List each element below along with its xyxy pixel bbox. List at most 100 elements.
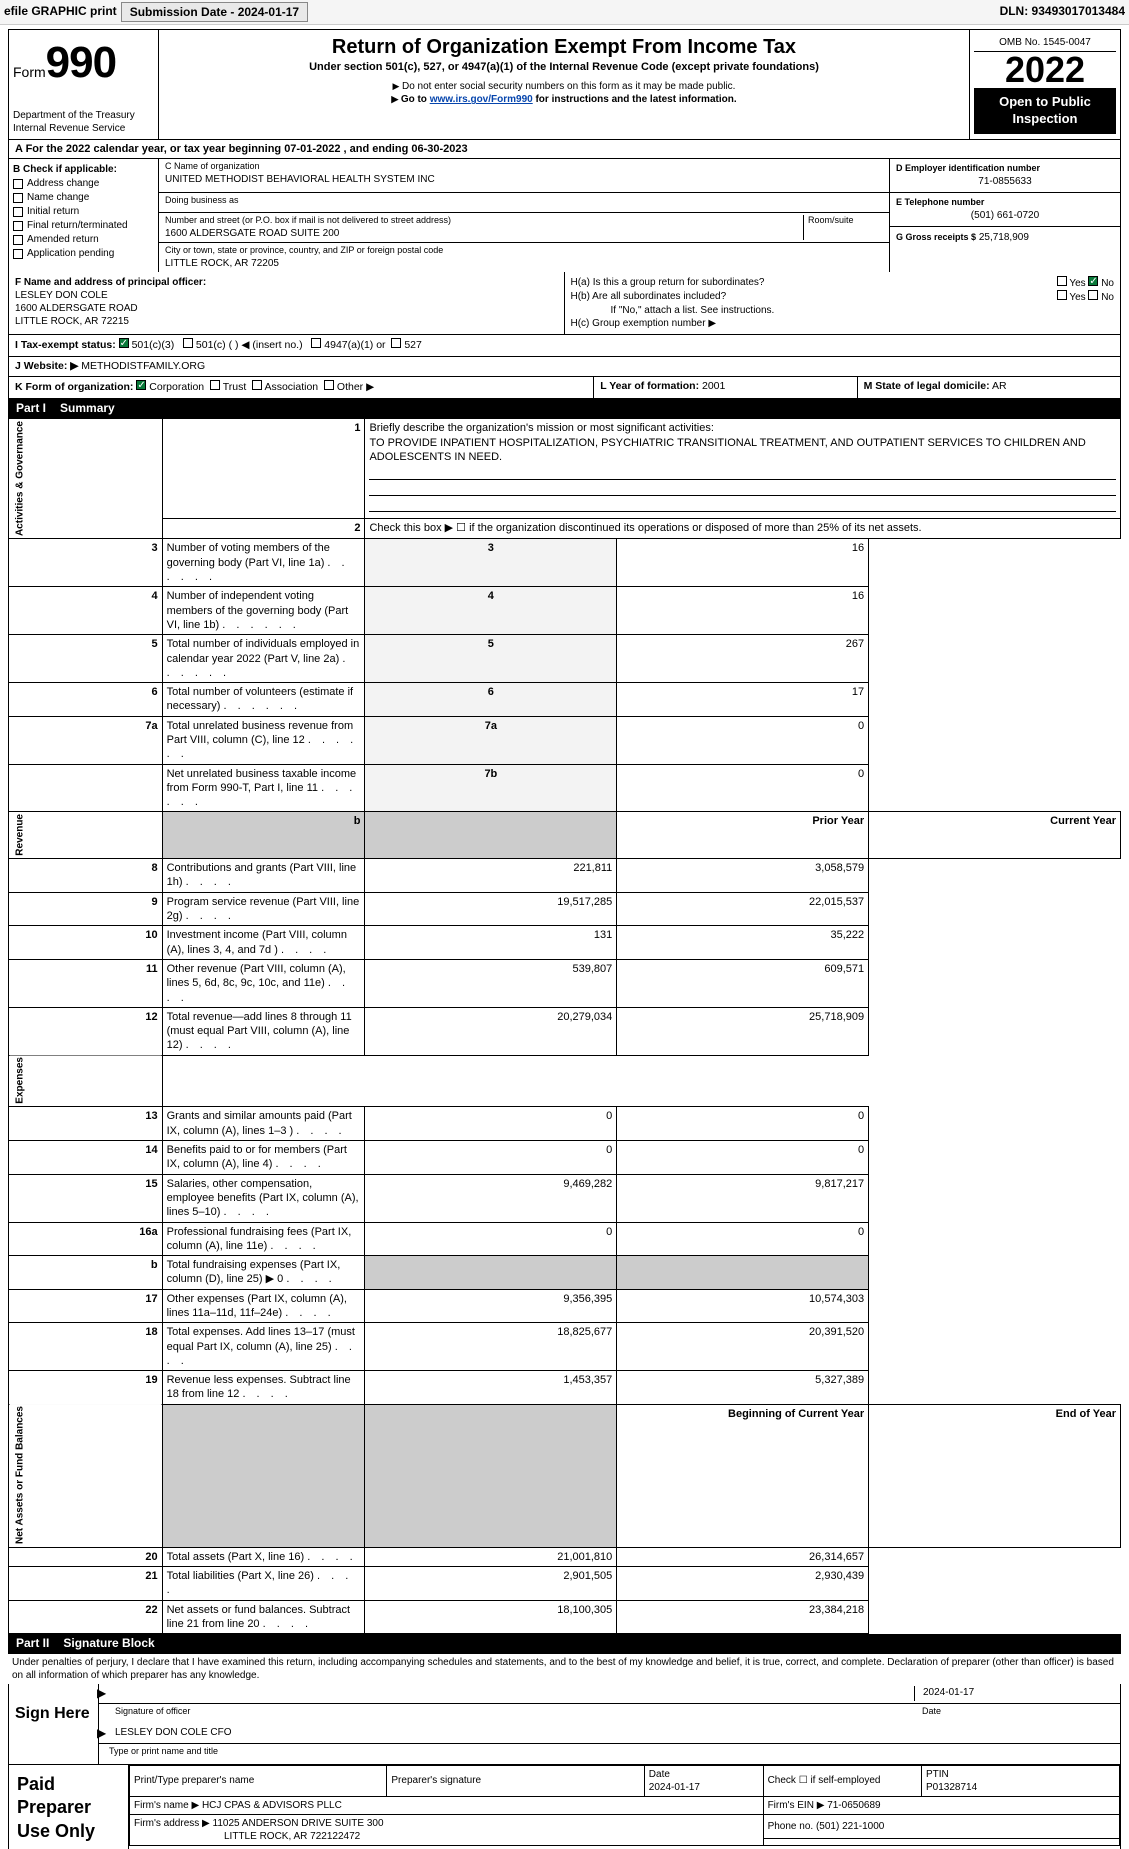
jurat-text: Under penalties of perjury, I declare th… <box>8 1654 1121 1684</box>
firm-phone: (501) 221-1000 <box>816 1821 884 1832</box>
527-checkbox[interactable] <box>391 338 401 348</box>
corp-checkbox[interactable] <box>136 380 146 390</box>
other-checkbox[interactable] <box>324 380 334 390</box>
city-label: City or town, state or province, country… <box>165 245 883 257</box>
form-header: Form990 Department of the Treasury Inter… <box>8 29 1121 140</box>
q1-label: Briefly describe the organization's miss… <box>369 422 713 434</box>
prep-date-header: Date <box>649 1769 670 1780</box>
form-subtitle: Under section 501(c), 527, or 4947(a)(1)… <box>163 60 965 74</box>
sig-date-label: Date <box>914 1706 1114 1722</box>
firm-addr2: LITTLE ROCK, AR 722122472 <box>134 1831 360 1842</box>
check-b-checkbox[interactable] <box>13 249 23 259</box>
revenue-label: Revenue <box>9 812 163 859</box>
part2-title: Signature Block <box>63 1636 154 1652</box>
ha-yes-checkbox[interactable] <box>1057 276 1067 286</box>
check-b-checkbox[interactable] <box>13 179 23 189</box>
firm-phone-label: Phone no. <box>768 1821 814 1832</box>
ein-value: 71-0855633 <box>896 175 1114 188</box>
city-value: LITTLE ROCK, AR 72205 <box>165 257 883 270</box>
k-label: K Form of organization: <box>15 381 133 393</box>
4947-checkbox[interactable] <box>311 338 321 348</box>
sig-officer-label: Signature of officer <box>105 1706 914 1722</box>
check-b-item: Name change <box>27 191 89 204</box>
check-b-item: Final return/terminated <box>27 219 128 232</box>
type-name-label: Type or print name and title <box>99 1744 1120 1764</box>
hb-label: H(b) Are all subordinates included? <box>571 290 727 303</box>
check-b-checkbox[interactable] <box>13 207 23 217</box>
form-number: 990 <box>46 38 116 87</box>
gross-label: G Gross receipts $ <box>896 232 976 242</box>
submission-date-button[interactable]: Submission Date - 2024-01-17 <box>121 2 308 22</box>
check-b-checkbox[interactable] <box>13 193 23 203</box>
m-value: AR <box>992 380 1007 392</box>
firm-addr-label: Firm's address ▶ <box>134 1818 210 1829</box>
street-value: 1600 ALDERSGATE ROAD SUITE 200 <box>165 227 803 240</box>
k-corp: Corporation <box>149 381 204 393</box>
netassets-label: Net Assets or Fund Balances <box>9 1404 163 1547</box>
l-value: 2001 <box>702 380 725 392</box>
hb-no-checkbox[interactable] <box>1088 290 1098 300</box>
sign-here-label: Sign Here <box>9 1684 99 1764</box>
calendar-year-line: A For the 2022 calendar year, or tax yea… <box>8 140 1121 159</box>
signature-block: Sign Here 2024-01-17 Signature of office… <box>8 1684 1121 1849</box>
street-label: Number and street (or P.O. box if mail i… <box>165 215 803 227</box>
ha-no: No <box>1101 278 1114 289</box>
j-label: J Website: ▶ <box>15 360 78 372</box>
dba-label: Doing business as <box>165 195 883 207</box>
ein-label: D Employer identification number <box>896 163 1114 175</box>
check-b-checkbox[interactable] <box>13 221 23 231</box>
part2-header: Part II Signature Block <box>8 1634 1121 1654</box>
hb-yes: Yes <box>1069 292 1085 303</box>
check-b-item: Initial return <box>27 205 79 218</box>
501c3-checkbox[interactable] <box>119 338 129 348</box>
prep-selfemp: Check ☐ if self-employed <box>763 1765 921 1796</box>
501c-checkbox[interactable] <box>183 338 193 348</box>
website-value: METHODISTFAMILY.ORG <box>81 360 205 372</box>
ssn-note: Do not enter social security numbers on … <box>163 80 965 93</box>
prior-year-header: Prior Year <box>617 812 869 859</box>
i-c: 501(c) ( ) ◀ (insert no.) <box>196 339 303 351</box>
ha-yes: Yes <box>1069 278 1085 289</box>
goto-post: for instructions and the latest informat… <box>533 94 737 105</box>
part1-header: Part I Summary <box>8 399 1121 419</box>
f-name: LESLEY DON COLE <box>15 289 558 302</box>
check-b-checkbox[interactable] <box>13 235 23 245</box>
firm-name-label: Firm's name ▶ <box>134 1800 199 1811</box>
hb-yes-checkbox[interactable] <box>1057 290 1067 300</box>
end-year-header: End of Year <box>869 1404 1121 1547</box>
sig-date: 2024-01-17 <box>914 1686 1114 1701</box>
paid-preparer-label: Paid Preparer Use Only <box>9 1765 129 1849</box>
assoc-checkbox[interactable] <box>252 380 262 390</box>
check-b-item: Application pending <box>27 247 114 260</box>
efile-label: efile GRAPHIC print <box>4 4 117 20</box>
treasury-label: Department of the Treasury Internal Reve… <box>13 109 154 135</box>
h-group: H(a) Is this a group return for subordin… <box>565 272 1121 334</box>
dln-label: DLN: 93493017013484 <box>1000 4 1125 20</box>
part1-title: Summary <box>60 401 115 417</box>
hc-label: H(c) Group exemption number ▶ <box>571 317 1115 330</box>
prep-name-header: Print/Type preparer's name <box>130 1765 387 1796</box>
mission-text: TO PROVIDE INPATIENT HOSPITALIZATION, PS… <box>369 437 1085 463</box>
expenses-label: Expenses <box>9 1055 163 1107</box>
current-year-header: Current Year <box>869 812 1121 859</box>
identity-block: B Check if applicable: Address changeNam… <box>8 159 1121 271</box>
firm-ein: 71-0650689 <box>827 1800 880 1811</box>
open-public: Open to Public Inspection <box>974 88 1116 134</box>
ha-label: H(a) Is this a group return for subordin… <box>571 276 765 289</box>
check-b-item: Amended return <box>27 233 99 246</box>
phone-value: (501) 661-0720 <box>896 209 1114 222</box>
f-addr2: LITTLE ROCK, AR 72215 <box>15 315 558 328</box>
firm-ein-label: Firm's EIN ▶ <box>768 1800 825 1811</box>
check-b-item: Address change <box>27 177 99 190</box>
l-label: L Year of formation: <box>600 380 699 392</box>
ha-no-checkbox[interactable] <box>1088 276 1098 286</box>
part2-num: Part II <box>16 1636 49 1652</box>
tax-exempt-row: I Tax-exempt status: 501(c)(3) 501(c) ( … <box>9 335 1120 356</box>
k-assoc: Association <box>264 381 318 393</box>
trust-checkbox[interactable] <box>210 380 220 390</box>
begin-year-header: Beginning of Current Year <box>617 1404 869 1547</box>
m-label: M State of legal domicile: <box>864 380 990 392</box>
hb-no: No <box>1101 292 1114 303</box>
principal-officer: F Name and address of principal officer:… <box>9 272 565 334</box>
irs-link[interactable]: www.irs.gov/Form990 <box>430 94 533 105</box>
